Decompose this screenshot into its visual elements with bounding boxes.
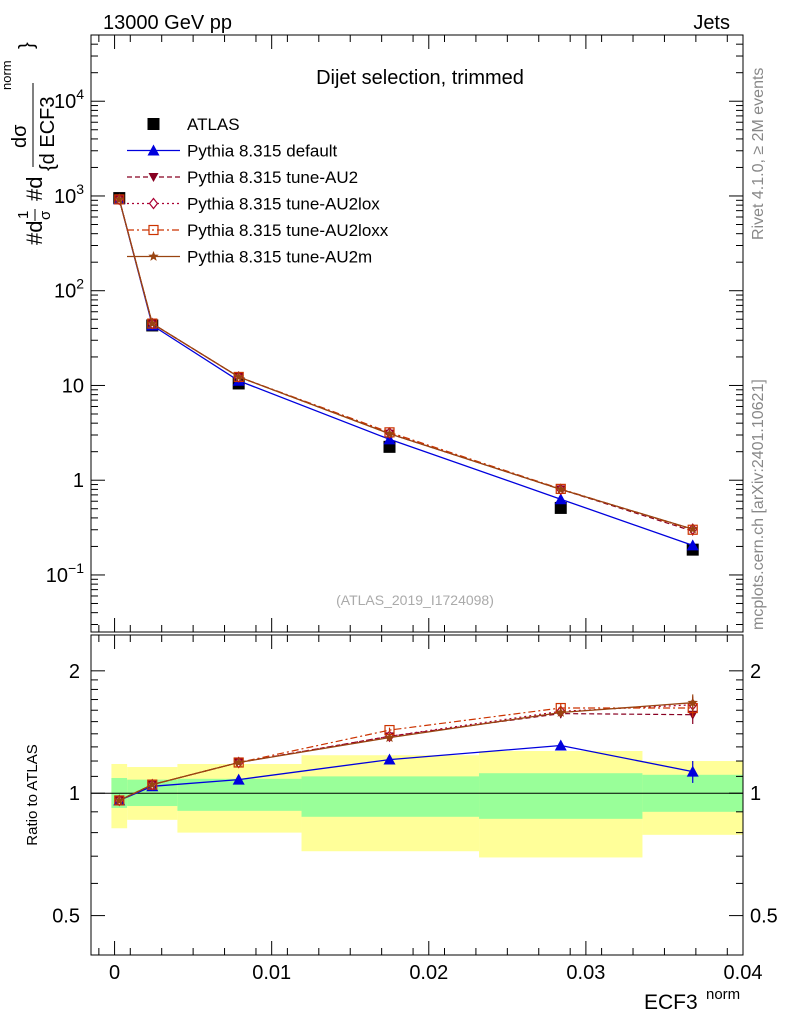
legend-marker-au2lox (148, 197, 159, 210)
ratio-ylabel: Ratio to ATLAS (24, 744, 41, 845)
main-point-au2m-3 (384, 428, 395, 439)
ratio-point-au2m-4 (555, 707, 566, 717)
legend-label: Pythia 8.315 tune-AU2 (187, 168, 358, 187)
legend-marker-au2m (148, 251, 159, 261)
ratio-ytick-label: 0.5 (52, 906, 80, 928)
main-series-au2lox (114, 193, 698, 536)
ratio-xtick-label: 0.01 (252, 962, 291, 984)
main-line-au2m (118, 199, 693, 530)
main-panel: 10−1 1 10 102 103 104 Dijet selection, trimme… (0, 34, 744, 633)
ratio-ytick-label: 1 (69, 783, 80, 805)
main-point-data-4 (554, 501, 567, 514)
energy-label: 13000 GeV pp (103, 12, 232, 34)
legend-marker-au2loxx (148, 224, 159, 236)
ratio-ytick-label-right: 2 (750, 661, 761, 683)
mcplots-label: mcplots.cern.ch [arXiv:2401.10621] (750, 379, 767, 630)
main-point-default-4 (554, 493, 567, 505)
main-ytick-label: 10−1 (46, 560, 84, 587)
legend-label: ATLAS (187, 115, 240, 134)
ratio-xtick-label: 0.03 (566, 962, 605, 984)
ratio-point-default-3 (383, 753, 396, 765)
ratio-band-inner-3 (301, 776, 480, 817)
legend-entry-au2m: Pythia 8.315 tune-AU2m (127, 248, 372, 267)
ylabel-frac-den: σ (37, 210, 54, 220)
ylabel-frac-num: 1 (15, 211, 32, 219)
main-point-au2m-1 (147, 318, 158, 328)
x-axis-label: ECF3 norm (644, 986, 740, 1014)
ratio-ytick-label: 2 (69, 661, 80, 683)
ratio-line-au2m (119, 702, 693, 801)
legend: ATLAS Pythia 8.315 default Pythia 8.315 tu… (127, 115, 389, 267)
ratio-point-au2m-2 (233, 757, 244, 767)
main-ylabel: #d 1 σ #d dσ {d ECF3 norm } (0, 42, 59, 245)
legend-marker-au2 (148, 173, 159, 182)
ylabel-sup: norm (0, 60, 14, 90)
ratio-series-default (113, 739, 699, 806)
main-ytick-label: 10 (62, 375, 84, 397)
main-point-au2m-5 (687, 523, 698, 534)
ratio-xtick-label: 0.02 (409, 962, 448, 984)
ratio-xtick-label: 0.04 (724, 962, 763, 984)
ratio-series-au2m (114, 694, 698, 805)
legend-label: Pythia 8.315 default (187, 142, 338, 161)
ratio-point-default-5 (686, 765, 699, 777)
ylabel-big-den: {d ECF3 (37, 97, 59, 171)
main-series-au2m (114, 193, 698, 534)
xlabel-sup: norm (706, 986, 740, 1003)
main-series-au2loxx (114, 194, 698, 535)
watermark: (ATLAS_2019_I1724098) (336, 592, 494, 608)
ratio-xtick-label: 0 (109, 962, 120, 984)
ratio-point-au2m-1 (147, 779, 158, 790)
ratio-point-default-2 (232, 773, 245, 785)
ratio-line-default (119, 744, 693, 801)
main-point-au2m-2 (233, 371, 244, 382)
ratio-ytick-label-right: 0.5 (750, 906, 778, 928)
legend-entry-au2loxx: Pythia 8.315 tune-AU2loxx (127, 221, 389, 240)
main-point-au2m-0 (114, 193, 125, 204)
ratio-frame (90, 634, 744, 956)
ratio-point-default-4 (554, 739, 567, 751)
main-frame (90, 34, 744, 633)
legend-entry-default: Pythia 8.315 default (127, 142, 338, 161)
ratio-ytick-label-right: 1 (750, 783, 761, 805)
legend-entry-data: ATLAS (147, 115, 240, 134)
main-point-default-5 (686, 539, 699, 551)
legend-marker-data (147, 118, 160, 130)
ratio-point-au2m-5 (687, 697, 698, 708)
category-label: Jets (693, 12, 730, 34)
main-ytick-label: 1 (73, 470, 84, 492)
main-ytick-label: 104 (54, 86, 84, 113)
main-series-au2 (114, 195, 698, 537)
legend-label: Pythia 8.315 tune-AU2m (187, 248, 372, 267)
main-point-au2m-4 (555, 483, 566, 494)
main-ytick-label: 102 (54, 276, 84, 303)
ylabel-lead: #d (22, 221, 47, 245)
ratio-point-au2m-3 (384, 732, 395, 743)
ylabel-mid: #d (22, 177, 47, 201)
legend-label: Pythia 8.315 tune-AU2lox (187, 195, 380, 214)
ratio-band-inner-4 (479, 773, 643, 819)
ratio-panel: 0 0.01 0.02 0.03 0.04 0.5 0.5 1 1 2 2 Ratio to AT… (24, 634, 778, 1014)
legend-entry-au2lox: Pythia 8.315 tune-AU2lox (127, 195, 380, 214)
legend-marker-default (147, 144, 160, 156)
main-ytick-label: 103 (54, 181, 84, 208)
legend-label: Pythia 8.315 tune-AU2loxx (187, 221, 389, 240)
main-title: Dijet selection, trimmed (316, 67, 524, 89)
rivet-version-label: Rivet 4.1.0, ≥ 2M events (750, 68, 767, 240)
ratio-point-au2m-0 (114, 794, 125, 805)
legend-entry-au2: Pythia 8.315 tune-AU2 (127, 168, 358, 187)
ylabel-big-num: dσ (9, 124, 31, 148)
xlabel-main: ECF3 (644, 991, 698, 1014)
ylabel-close: } (16, 42, 38, 49)
